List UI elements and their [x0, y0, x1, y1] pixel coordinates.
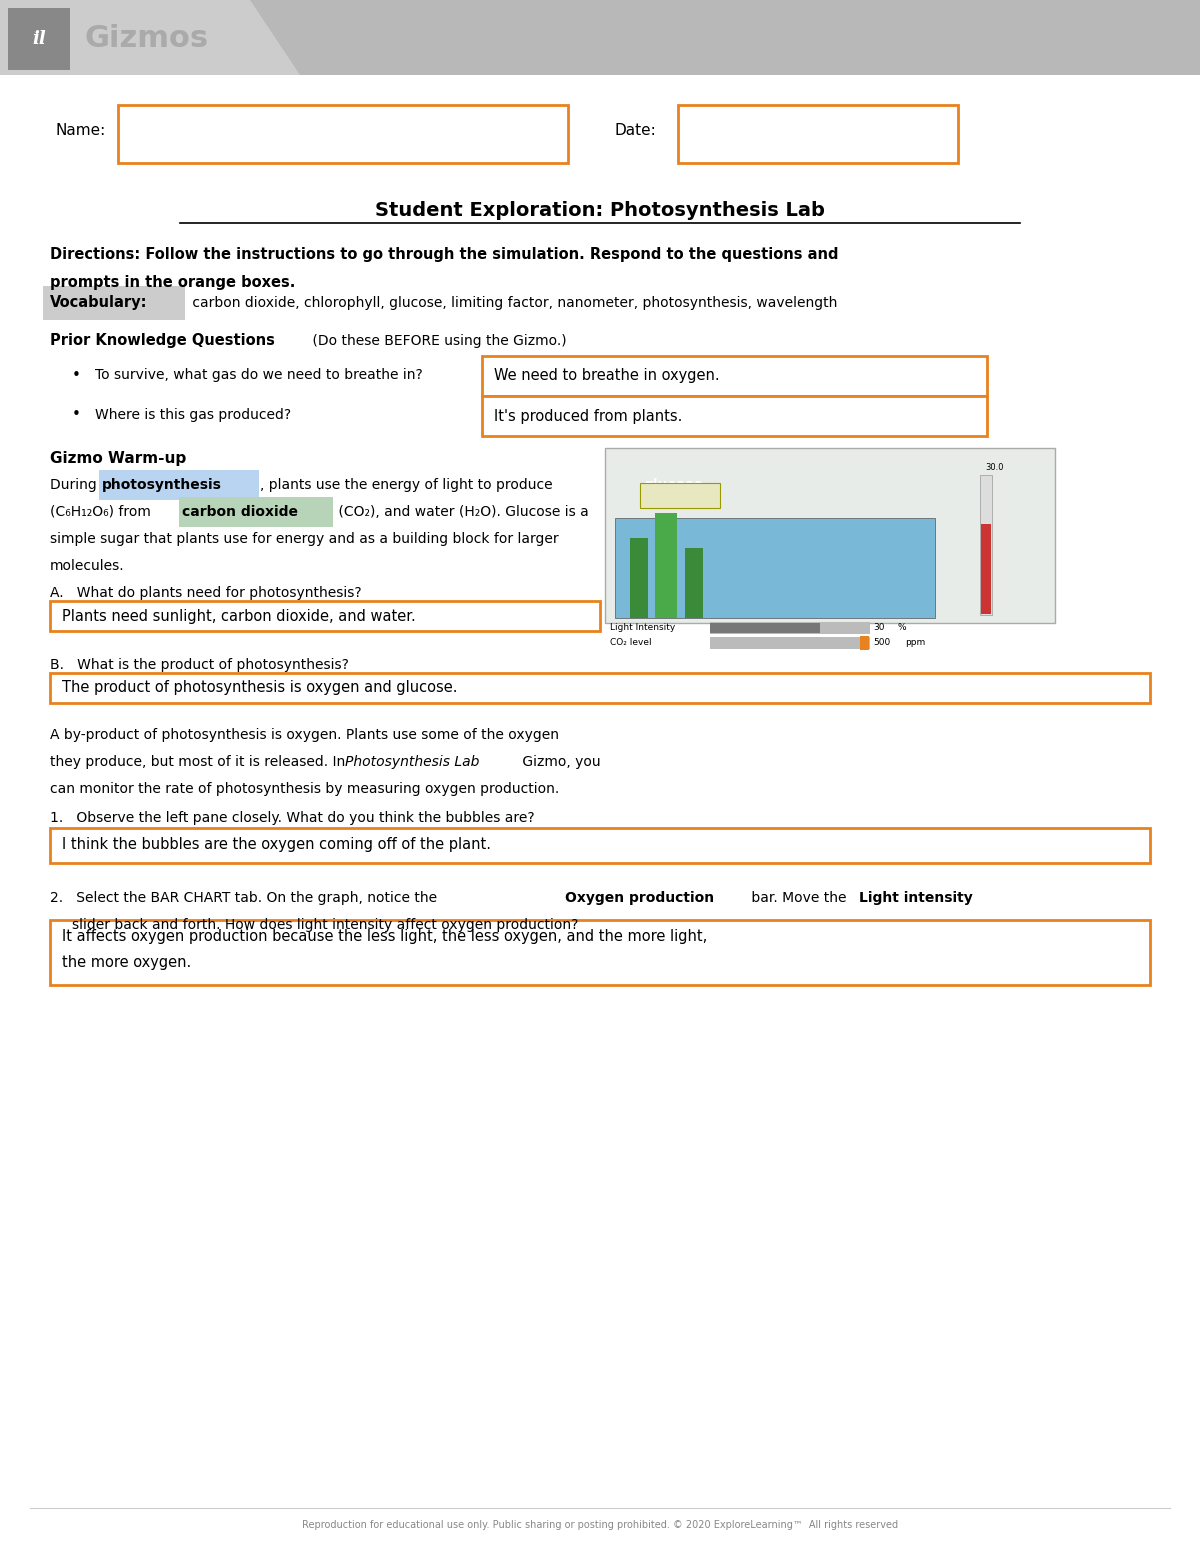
Text: A by-product of photosynthesis is oxygen. Plants use some of the oxygen: A by-product of photosynthesis is oxygen… — [50, 728, 559, 742]
Text: •: • — [72, 407, 80, 422]
FancyBboxPatch shape — [605, 447, 1055, 623]
Text: B.   What is the product of photosynthesis?: B. What is the product of photosynthesis… — [50, 658, 349, 672]
Text: carbon dioxide: carbon dioxide — [182, 505, 298, 519]
Text: 30.0: 30.0 — [985, 463, 1003, 472]
Text: During: During — [50, 478, 101, 492]
Text: molecules.: molecules. — [50, 559, 125, 573]
Text: simple sugar that plants use for energy and as a building block for larger: simple sugar that plants use for energy … — [50, 533, 559, 547]
Text: I think the bubbles are the oxygen coming off of the plant.: I think the bubbles are the oxygen comin… — [62, 837, 491, 853]
Text: Gizmo, you: Gizmo, you — [518, 755, 601, 769]
Text: 1.   Observe the left pane closely. What do you think the bubbles are?: 1. Observe the left pane closely. What d… — [50, 811, 535, 825]
Text: It's produced from plants.: It's produced from plants. — [494, 408, 683, 424]
Text: carbon dioxide, chlorophyll, glucose, limiting factor, nanometer, photosynthesis: carbon dioxide, chlorophyll, glucose, li… — [188, 297, 838, 311]
Text: Vocabulary:: Vocabulary: — [50, 295, 148, 311]
Text: Date:: Date: — [616, 124, 656, 138]
FancyBboxPatch shape — [655, 512, 677, 618]
Text: prompts in the orange boxes.: prompts in the orange boxes. — [50, 275, 295, 290]
Text: il: il — [32, 30, 46, 48]
FancyBboxPatch shape — [685, 548, 703, 618]
Text: •: • — [72, 368, 80, 382]
Text: they produce, but most of it is released. In: they produce, but most of it is released… — [50, 755, 349, 769]
FancyBboxPatch shape — [710, 637, 870, 649]
FancyBboxPatch shape — [678, 106, 958, 163]
FancyBboxPatch shape — [710, 623, 820, 634]
Text: can monitor the rate of photosynthesis by measuring oxygen production.: can monitor the rate of photosynthesis b… — [50, 783, 559, 797]
FancyBboxPatch shape — [8, 8, 70, 70]
Text: %: % — [898, 623, 906, 632]
FancyBboxPatch shape — [482, 356, 988, 396]
Text: Photosynthesis Lab: Photosynthesis Lab — [346, 755, 479, 769]
FancyBboxPatch shape — [118, 106, 568, 163]
Text: Light Intensity: Light Intensity — [610, 623, 676, 632]
Text: Gizmos: Gizmos — [85, 25, 209, 53]
Text: ppm: ppm — [905, 638, 925, 648]
FancyBboxPatch shape — [710, 623, 870, 634]
FancyBboxPatch shape — [43, 286, 185, 320]
Text: the more oxygen.: the more oxygen. — [62, 955, 191, 971]
FancyBboxPatch shape — [482, 396, 988, 436]
Text: Light intensity: Light intensity — [859, 891, 973, 905]
Text: (Do these BEFORE using the Gizmo.): (Do these BEFORE using the Gizmo.) — [308, 334, 566, 348]
Text: To survive, what gas do we need to breathe in?: To survive, what gas do we need to breat… — [95, 368, 422, 382]
Text: Name:: Name: — [55, 124, 106, 138]
Polygon shape — [250, 0, 1200, 75]
Text: Plants need sunlight, carbon dioxide, and water.: Plants need sunlight, carbon dioxide, an… — [62, 609, 415, 623]
FancyBboxPatch shape — [980, 475, 992, 615]
FancyBboxPatch shape — [98, 471, 259, 500]
FancyBboxPatch shape — [630, 537, 648, 618]
Text: 500: 500 — [874, 638, 890, 648]
Text: Oxygen production: Oxygen production — [565, 891, 714, 905]
FancyBboxPatch shape — [640, 483, 720, 508]
Text: Directions: Follow the instructions to go through the simulation. Respond to the: Directions: Follow the instructions to g… — [50, 247, 839, 262]
FancyBboxPatch shape — [179, 497, 334, 526]
Text: , plants use the energy of light to produce: , plants use the energy of light to prod… — [260, 478, 557, 492]
Text: bar. Move the: bar. Move the — [746, 891, 851, 905]
FancyBboxPatch shape — [982, 523, 991, 613]
FancyBboxPatch shape — [50, 601, 600, 631]
Text: 30: 30 — [874, 623, 884, 632]
Text: slider back and forth. How does light intensity affect oxygen production?: slider back and forth. How does light in… — [72, 918, 578, 932]
Text: The product of photosynthesis is oxygen and glucose.: The product of photosynthesis is oxygen … — [62, 680, 457, 696]
Text: A.   What do plants need for photosynthesis?: A. What do plants need for photosynthesi… — [50, 585, 361, 599]
Text: Gizmo Warm-up: Gizmo Warm-up — [50, 450, 186, 466]
Text: photosynthesis: photosynthesis — [102, 478, 222, 492]
FancyBboxPatch shape — [50, 672, 1150, 704]
Text: Reproduction for educational use only. Public sharing or posting prohibited. © 2: Reproduction for educational use only. P… — [302, 1520, 898, 1530]
Text: Prior Knowledge Questions: Prior Knowledge Questions — [50, 334, 275, 348]
FancyBboxPatch shape — [616, 519, 935, 618]
Text: Where is this gas produced?: Where is this gas produced? — [95, 408, 292, 422]
Text: It affects oxygen production because the less light, the less oxygen, and the mo: It affects oxygen production because the… — [62, 930, 707, 944]
Text: (CO₂), and water (H₂O). Glucose is a: (CO₂), and water (H₂O). Glucose is a — [334, 505, 589, 519]
FancyBboxPatch shape — [860, 637, 869, 651]
Text: CO₂ level: CO₂ level — [610, 638, 652, 648]
Text: glucose: glucose — [643, 478, 703, 492]
Text: We need to breathe in oxygen.: We need to breathe in oxygen. — [494, 368, 720, 384]
Text: 2.   Select the BAR CHART tab. On the graph, notice the: 2. Select the BAR CHART tab. On the grap… — [50, 891, 442, 905]
FancyBboxPatch shape — [640, 471, 730, 500]
Text: (C₆H₁₂O₆) from: (C₆H₁₂O₆) from — [50, 505, 155, 519]
FancyBboxPatch shape — [50, 828, 1150, 863]
FancyBboxPatch shape — [0, 0, 1200, 75]
FancyBboxPatch shape — [50, 919, 1150, 985]
Text: Student Exploration: Photosynthesis Lab: Student Exploration: Photosynthesis Lab — [376, 202, 824, 221]
